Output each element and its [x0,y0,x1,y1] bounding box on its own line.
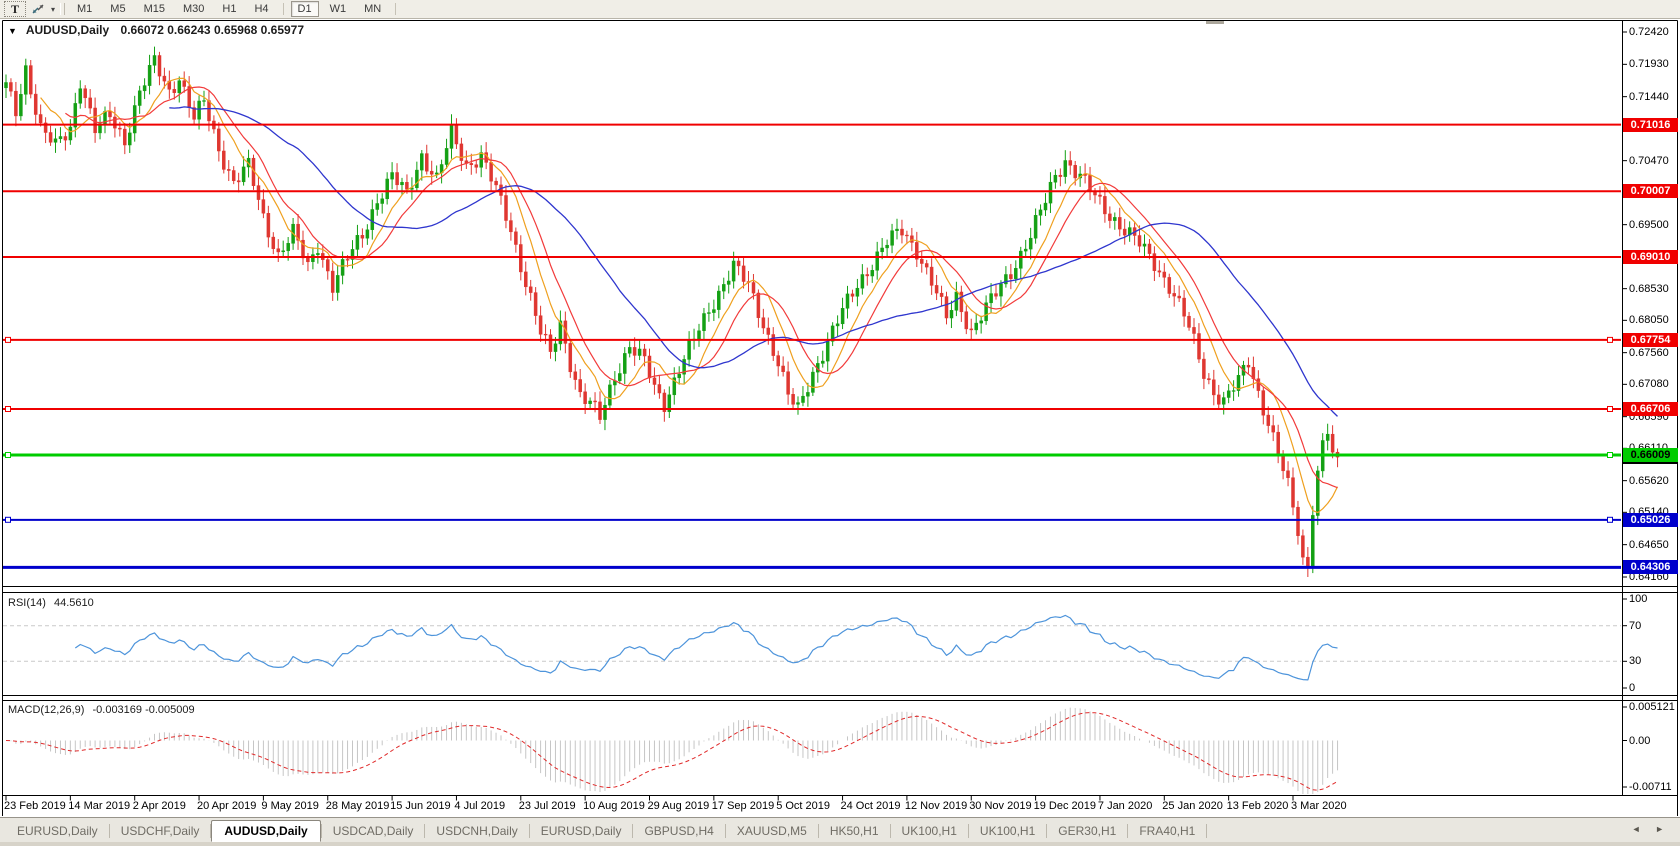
chart-tabs: EURUSD,Daily USDCHF,Daily AUDUSD,Daily USDC… [6,818,1208,843]
chart-hscroll-thumb[interactable] [1206,21,1224,24]
rsi-line [74,614,1338,681]
chart-tab-fra40-h1[interactable]: FRA40,H1 [1139,823,1196,838]
level-line-handle[interactable] [1607,336,1613,343]
level-line-handle[interactable] [5,406,11,412]
arrange-windows-icon[interactable] [28,2,48,16]
tab-divider [889,823,891,838]
toolbar-separator [395,3,397,15]
level-line-handle[interactable] [5,336,11,343]
tab-divider [320,823,322,838]
rsi-panel-lines [3,625,1621,662]
timeframe-button-m5[interactable]: M5 [110,3,126,15]
tab-divider [210,823,212,838]
timeframe-button-m30[interactable]: M30 [182,3,205,15]
chart-tab-eurusd-daily[interactable]: EURUSD,Daily [17,823,98,838]
timeframe-button-w1[interactable]: W1 [329,3,347,15]
timeframe-buttons: M1 M5 M15 M30 H1 H4 D1 W1 MN [68,1,390,17]
macd-histogram [10,707,1339,794]
candlestick-series [4,46,1340,577]
toolbar-separator [282,3,284,15]
horizontal-level-lines[interactable] [3,123,1621,569]
level-line-handle[interactable] [1607,452,1613,458]
chart-tab-xauusd-m5[interactable]: XAUUSD,M5 [736,823,807,838]
tab-divider [1046,823,1048,838]
tab-divider [632,823,634,838]
tab-divider [724,823,726,838]
tab-divider [424,823,426,838]
level-line-handle[interactable] [1607,516,1613,523]
status-strip [0,842,1680,846]
chart-tab-audusd-daily[interactable]: AUDUSD,Daily [211,819,321,842]
timeframe-button-d1[interactable]: D1 [290,1,319,17]
macd-signal-line [5,712,1338,791]
chart-tab-eurusd-daily[interactable]: EURUSD,Daily [540,823,622,838]
timeframe-button-h4[interactable]: H4 [254,3,269,15]
tab-scroll-arrows[interactable]: ◄ ► [1631,824,1670,834]
timeframe-button-h1[interactable]: H1 [222,3,237,15]
toolbar: T ▾ M1 M5 M15 M30 H1 H4 D1 W1 MN [0,0,1680,19]
panel-borders [2,20,1678,816]
tab-divider [528,823,530,838]
tab-divider [1127,823,1129,838]
chart-tab-bar: EURUSD,Daily USDCHF,Daily AUDUSD,Daily USDC… [0,817,1680,843]
level-line-handle[interactable] [5,452,11,458]
arrange-dropdown-caret[interactable]: ▾ [51,4,56,14]
chart-tab-usdcnh-daily[interactable]: USDCNH,Daily [436,823,518,838]
tab-divider [817,823,819,838]
tab-divider [1206,823,1208,838]
level-line-handle[interactable] [5,516,11,523]
chart-tab-ger30-h1[interactable]: GER30,H1 [1058,823,1117,838]
chart-tab-gbpusd-h4[interactable]: GBPUSD,H4 [644,823,714,838]
timeframe-button-mn[interactable]: MN [364,3,382,15]
timeframe-button-m15[interactable]: M15 [143,3,165,15]
moving-average-lines [40,77,1339,514]
tab-divider [108,823,110,838]
chart-tab-uk100-h1[interactable]: UK100,H1 [979,823,1036,838]
toolbar-separator [60,3,66,15]
chart-tab-uk100-h1[interactable]: UK100,H1 [901,823,957,838]
tab-divider [967,823,969,838]
diagonal-arrows-icon [32,4,44,14]
timeframe-button-m1[interactable]: M1 [77,3,93,15]
chart-tab-usdcad-daily[interactable]: USDCAD,Daily [332,823,414,838]
chart-tab-usdchf-daily[interactable]: USDCHF,Daily [120,823,200,838]
level-line-handle[interactable] [1607,406,1613,412]
chart-tab-hk50-h1[interactable]: HK50,H1 [829,823,879,838]
text-tool-button[interactable]: T [4,1,26,17]
